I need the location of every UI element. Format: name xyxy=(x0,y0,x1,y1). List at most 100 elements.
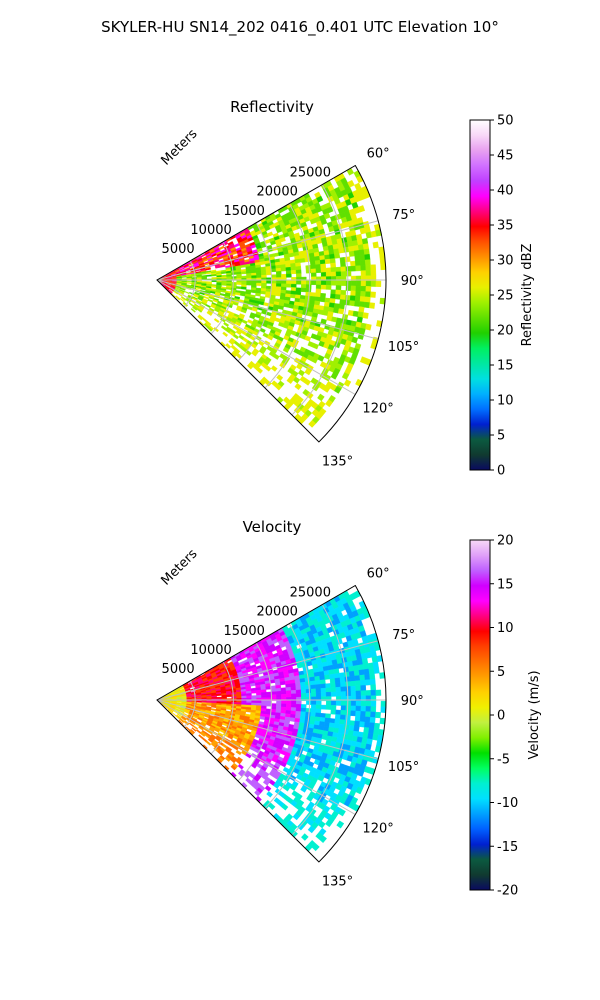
field-cell xyxy=(355,265,362,272)
colorbar-tick-label: 5 xyxy=(497,665,505,680)
field-cell xyxy=(335,271,342,277)
field-cell xyxy=(345,285,352,291)
field-cell xyxy=(315,708,322,714)
field-cell xyxy=(325,271,332,277)
field-cell xyxy=(364,673,371,681)
field-cell xyxy=(340,700,347,706)
field-cell xyxy=(264,365,272,372)
field-cell xyxy=(280,690,287,695)
field-cell xyxy=(276,280,282,285)
field-cell xyxy=(192,306,198,311)
field-cell xyxy=(335,289,342,296)
field-cell xyxy=(224,756,231,762)
field-cell xyxy=(211,280,217,283)
field-cell xyxy=(300,707,307,713)
field-cell xyxy=(261,274,267,279)
field-cell xyxy=(306,311,314,317)
field-cell xyxy=(246,273,252,277)
field-cell xyxy=(286,377,294,384)
field-cell xyxy=(364,296,371,303)
field-cell xyxy=(270,691,277,696)
field-cell xyxy=(340,681,346,688)
field-cell xyxy=(245,709,252,713)
field-cell xyxy=(235,749,242,756)
field-cell xyxy=(314,679,321,686)
field-cell xyxy=(331,280,337,286)
field-cell xyxy=(330,289,337,295)
radial-tick-label: 20000 xyxy=(257,185,298,200)
field-cell xyxy=(370,706,377,713)
angular-gridline xyxy=(156,279,356,395)
field-cell xyxy=(256,282,262,287)
field-cell xyxy=(189,720,196,725)
field-cell xyxy=(365,280,372,287)
field-cell xyxy=(260,689,267,693)
field-cell xyxy=(330,687,337,693)
angular-gridline xyxy=(156,640,379,701)
field-cell xyxy=(232,333,239,340)
field-cell xyxy=(277,305,284,310)
field-cell xyxy=(380,706,387,713)
field-cell xyxy=(346,167,355,176)
field-cell xyxy=(320,272,327,277)
field-cell xyxy=(314,255,321,262)
field-cell xyxy=(285,683,292,688)
field-cell xyxy=(317,393,325,402)
field-cell xyxy=(354,720,361,727)
reflectivity-colorbar-ticks: 0 5 10 15 20 25 30 35 40 45 50 xyxy=(490,114,514,479)
field-cell xyxy=(207,298,214,303)
field-cell xyxy=(372,661,379,669)
field-cell xyxy=(285,686,292,692)
field-cell xyxy=(226,304,233,309)
field-cell xyxy=(372,241,379,249)
field-cell xyxy=(325,267,332,273)
field-cell xyxy=(360,270,367,277)
field-cell xyxy=(315,700,322,706)
field-cell xyxy=(184,290,190,295)
field-cell xyxy=(290,269,297,275)
field-cell xyxy=(365,291,371,298)
field-cell xyxy=(211,285,217,289)
field-cell xyxy=(300,681,306,687)
field-cell xyxy=(354,715,361,722)
field-cell xyxy=(305,711,312,717)
reflectivity-angle-ticks: 60° 75° 90° 105° 120° 135° xyxy=(322,146,424,469)
field-cell xyxy=(271,280,277,284)
velocity-colorbar xyxy=(469,539,491,891)
field-cell xyxy=(274,383,282,391)
field-cell xyxy=(354,300,361,307)
field-cell xyxy=(311,700,317,706)
field-cell xyxy=(353,250,360,257)
field-cell xyxy=(320,687,327,693)
field-cell xyxy=(330,262,337,268)
field-cell xyxy=(314,259,321,266)
field-cell xyxy=(363,668,370,676)
field-cell xyxy=(218,245,225,251)
field-cell xyxy=(310,708,317,714)
field-cell xyxy=(281,273,287,278)
field-cell xyxy=(282,346,290,353)
field-cell xyxy=(348,250,355,257)
field-cell xyxy=(305,688,312,694)
field-cell xyxy=(334,252,341,259)
field-cell xyxy=(256,695,262,699)
field-cell xyxy=(320,284,327,290)
field-cell xyxy=(210,708,217,712)
field-cell xyxy=(304,335,312,342)
colorbar-tick-label: 0 xyxy=(497,464,505,479)
radial-gridline xyxy=(291,604,349,836)
velocity-radial-label: Meters xyxy=(159,546,201,588)
field-cell xyxy=(173,290,179,295)
angular-gridline xyxy=(156,699,379,760)
field-cell xyxy=(246,282,252,286)
field-cell xyxy=(324,674,331,680)
field-cell xyxy=(250,690,257,694)
field-cell xyxy=(322,385,331,393)
field-cell xyxy=(297,823,305,831)
field-cell xyxy=(251,272,257,276)
field-cell xyxy=(335,709,342,716)
radial-tick-label: 5000 xyxy=(162,662,195,677)
field-cell xyxy=(334,718,341,725)
field-cell xyxy=(311,280,317,286)
field-cell xyxy=(330,691,337,697)
